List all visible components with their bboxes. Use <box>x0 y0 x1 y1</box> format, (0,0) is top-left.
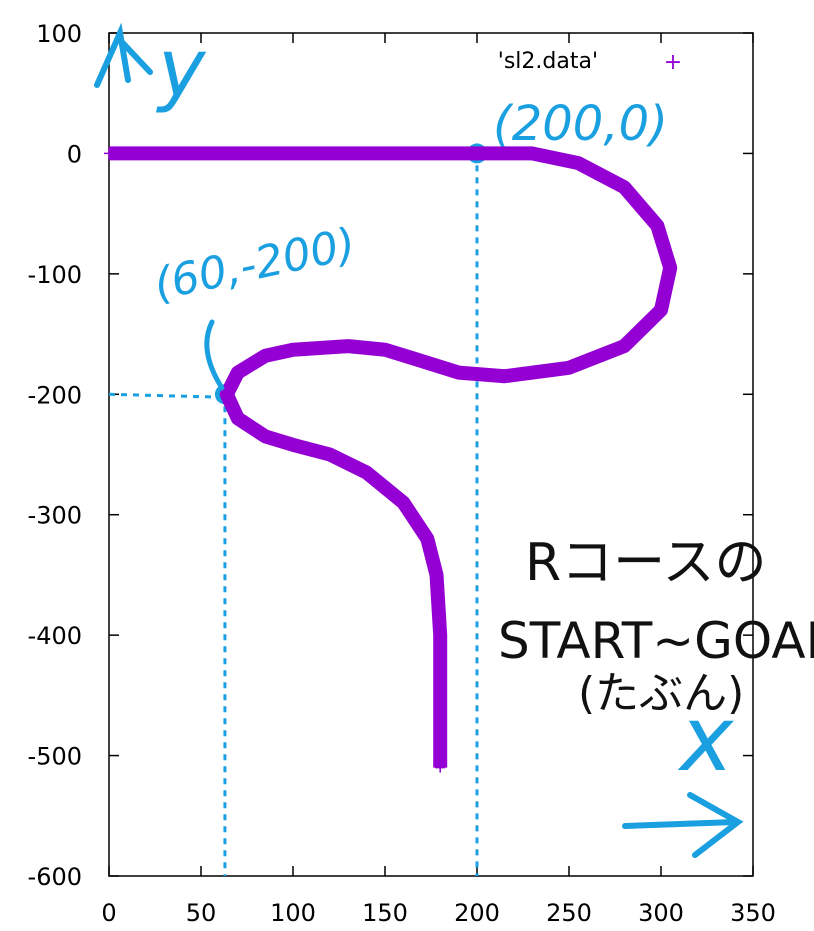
guide-horizontal <box>108 392 225 399</box>
y-tick-label: -500 <box>28 743 82 771</box>
data-point <box>453 367 464 378</box>
data-point <box>527 148 538 159</box>
point-label-200-0: (200,0) <box>493 96 668 152</box>
x-tick-label: 0 <box>101 899 116 927</box>
data-point <box>196 148 206 159</box>
data-point <box>564 362 574 373</box>
legend: 'sl2.data' + <box>498 49 682 75</box>
data-point <box>288 148 298 159</box>
data-point <box>221 389 232 400</box>
data-point <box>656 304 666 315</box>
data-point <box>232 367 243 378</box>
x-tick-label: 150 <box>362 899 408 927</box>
data-point <box>398 497 409 508</box>
x-tick-label: 350 <box>730 899 776 927</box>
legend-marker: + <box>664 50 682 75</box>
data-point <box>435 762 446 773</box>
y-tick-label: -400 <box>28 622 82 650</box>
y-tick-label: -200 <box>28 381 82 409</box>
data-point <box>619 341 630 352</box>
y-axis-hand-label: y <box>156 22 207 115</box>
plot-frame <box>108 32 754 877</box>
x-tick-label: 100 <box>270 899 316 927</box>
data-point <box>652 220 663 231</box>
data-point <box>435 690 446 701</box>
data-point <box>665 262 676 273</box>
y-tick-label: -100 <box>28 261 82 289</box>
data-point <box>435 630 446 641</box>
data-point <box>343 341 354 352</box>
x-tick-label: 300 <box>638 899 684 927</box>
x-axis-arrow: x <box>622 687 744 858</box>
x-axis-hand-label: x <box>677 687 735 792</box>
y-tick-label: 0 <box>67 140 82 168</box>
point-label-60-minus-200: (60,-200) <box>150 218 360 310</box>
note-line-1: Rコースの <box>525 533 767 593</box>
legend-label: 'sl2.data' <box>498 49 598 74</box>
axis-ticks: 0 50 100 150 200 250 300 350 100 0 -100 -200 -300 -40… <box>28 20 776 927</box>
data-point <box>232 413 243 424</box>
y-tick-label: -300 <box>28 502 82 530</box>
data-point <box>499 371 510 382</box>
data-point <box>380 344 390 355</box>
data-point <box>104 148 114 159</box>
data-point <box>407 353 418 364</box>
data-point <box>472 148 482 159</box>
data-point <box>422 533 433 544</box>
paren-stroke <box>204 319 225 391</box>
data-point <box>619 182 630 193</box>
data-point <box>380 148 390 159</box>
y-axis-arrow: y <box>94 22 207 115</box>
y-tick-label: -600 <box>28 863 82 891</box>
data-point <box>573 158 584 169</box>
data-point <box>288 439 298 450</box>
data-point <box>260 350 271 361</box>
note-line-3: (たぶん) <box>578 668 744 719</box>
x-tick-label: 200 <box>454 899 500 927</box>
data-point <box>431 569 442 580</box>
x-tick-label: 250 <box>546 899 592 927</box>
data-point <box>288 344 298 355</box>
x-tick-label: 50 <box>186 899 217 927</box>
data-series <box>104 146 678 773</box>
data-point <box>260 431 271 442</box>
data-point <box>361 467 372 478</box>
note-line-2: START~GOAL <box>498 612 814 670</box>
y-tick-label: 100 <box>36 20 82 48</box>
data-point <box>324 449 335 460</box>
